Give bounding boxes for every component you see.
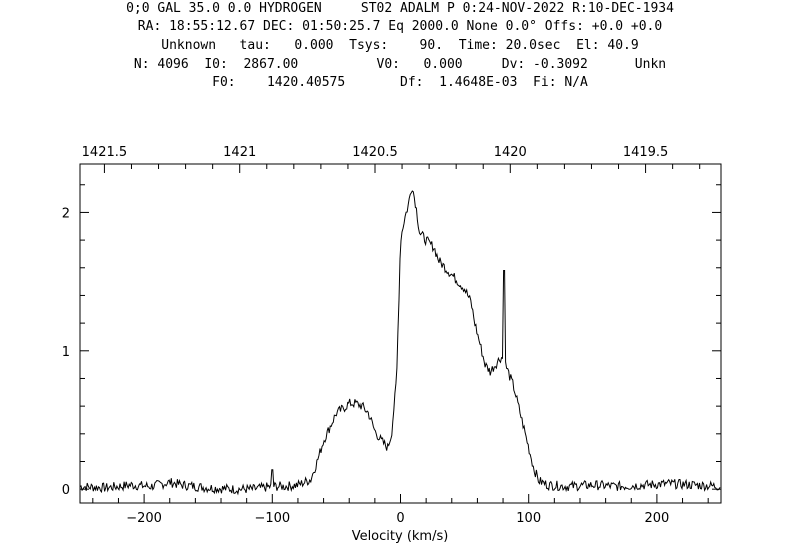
x-tick-label: 200 <box>644 511 669 526</box>
x-tick-label: 0 <box>396 511 404 526</box>
plot-frame <box>79 163 722 504</box>
header-line-1: 0;0 GAL 35.0 0.0 HYDROGEN ST02 ADALM P 0… <box>126 1 674 16</box>
axes: −200 −100 0 100 200 1421.5 1421 1420.5 1420 1419.… <box>62 145 721 526</box>
header-line-2: RA: 18:55:12.67 DEC: 01:50:25.7 Eq 2000.… <box>137 19 663 34</box>
spectrum-line <box>79 190 721 496</box>
top-tick-label: 1420 <box>494 145 527 160</box>
y-tick-label: 1 <box>62 345 70 360</box>
x-tick-label: −100 <box>254 511 290 526</box>
x-tick-label: 100 <box>516 511 541 526</box>
top-tick-label: 1421 <box>223 145 256 160</box>
top-tick-label: 1421.5 <box>82 145 128 160</box>
y-tick-label: 2 <box>62 206 70 221</box>
header-line-3: Unknown tau: 0.000 Tsys: 90. Time: 20.0s… <box>161 38 639 53</box>
top-tick-label: 1420.5 <box>352 145 398 160</box>
x-axis-label: Velocity (km/s) <box>352 529 449 544</box>
top-tick-label: 1419.5 <box>623 145 669 160</box>
y-tick-label: 0 <box>62 483 70 498</box>
header-line-4: N: 4096 I0: 2867.00 V0: 0.000 Dv: -0.309… <box>133 57 667 72</box>
x-tick-label: −200 <box>126 511 162 526</box>
header-line-5: F0: 1420.40575 Df: 1.4648E-03 Fi: N/A <box>212 75 588 90</box>
